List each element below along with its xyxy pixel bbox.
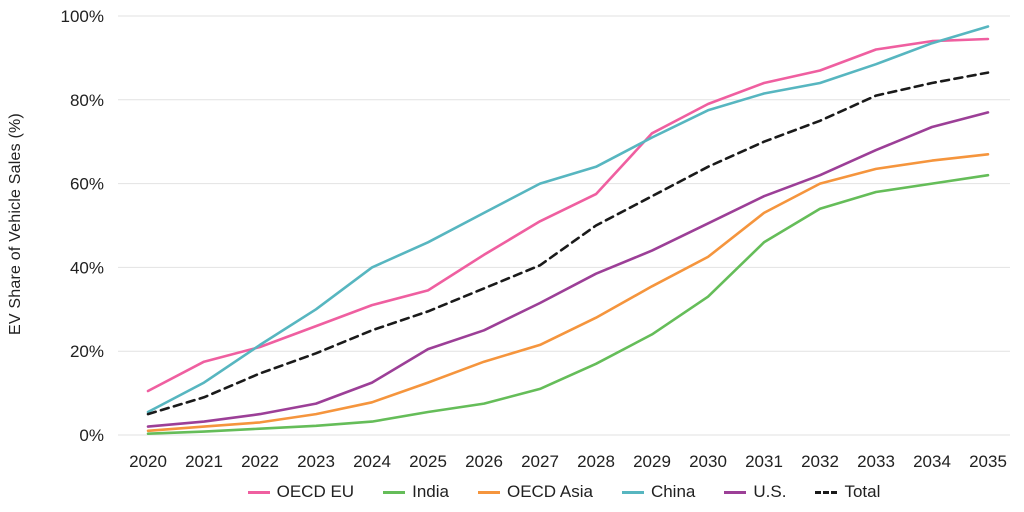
legend-label-oecd-eu: OECD EU	[276, 482, 355, 501]
x-tick-label: 2031	[745, 452, 783, 471]
x-tick-label: 2027	[521, 452, 559, 471]
legend-label-total: Total	[844, 482, 881, 501]
legend-label-u-s: U.S.	[753, 482, 787, 501]
x-tick-label: 2032	[801, 452, 839, 471]
y-tick-label: 60%	[70, 175, 104, 194]
legend-item-u-s: U.S.	[724, 482, 786, 502]
x-tick-label: 2033	[857, 452, 895, 471]
x-tick-label: 2024	[353, 452, 391, 471]
legend-swatch-china	[621, 490, 644, 494]
x-tick-label: 2028	[577, 452, 615, 471]
x-tick-label: 2026	[465, 452, 503, 471]
legend-item-china: China	[621, 482, 696, 502]
legend-item-oecd-eu: OECD EU	[247, 482, 355, 502]
series-line-oecd-eu	[146, 37, 990, 393]
x-tick-label: 2021	[185, 452, 223, 471]
x-tick-label: 2035	[969, 452, 1007, 471]
legend-label-china: China	[650, 482, 696, 501]
x-tick-label: 2029	[633, 452, 671, 471]
legend-swatch-oecd-asia	[477, 490, 500, 494]
chart-legend: OECD EU India OECD Asia China U.S. Total	[118, 478, 1010, 506]
legend-item-oecd-asia: OECD Asia	[477, 482, 593, 502]
y-tick-label: 20%	[70, 342, 104, 361]
y-tick-label: 80%	[70, 91, 104, 110]
x-tick-label: 2025	[409, 452, 447, 471]
series-line-u-s	[146, 111, 990, 428]
x-tick-label: 2034	[913, 452, 951, 471]
legend-item-total: Total	[815, 482, 880, 502]
legend-swatch-total	[815, 490, 838, 494]
series-line-india	[146, 173, 990, 436]
x-tick-label: 2030	[689, 452, 727, 471]
x-tick-label: 2022	[241, 452, 279, 471]
legend-label-india: India	[412, 482, 449, 501]
legend-swatch-oecd-eu	[247, 490, 270, 494]
series-line-china	[146, 25, 990, 414]
x-tick-label: 2023	[297, 452, 335, 471]
series-line-total	[146, 71, 990, 416]
legend-item-india: India	[383, 482, 449, 502]
legend-label-oecd-asia: OECD Asia	[506, 482, 593, 501]
y-tick-label: 100%	[61, 7, 104, 26]
y-tick-label: 0%	[79, 426, 104, 445]
x-tick-label: 2020	[129, 452, 167, 471]
legend-swatch-u-s	[724, 490, 747, 494]
y-tick-label: 40%	[70, 258, 104, 277]
series-line-oecd-asia	[146, 153, 990, 433]
legend-swatch-india	[383, 490, 406, 494]
